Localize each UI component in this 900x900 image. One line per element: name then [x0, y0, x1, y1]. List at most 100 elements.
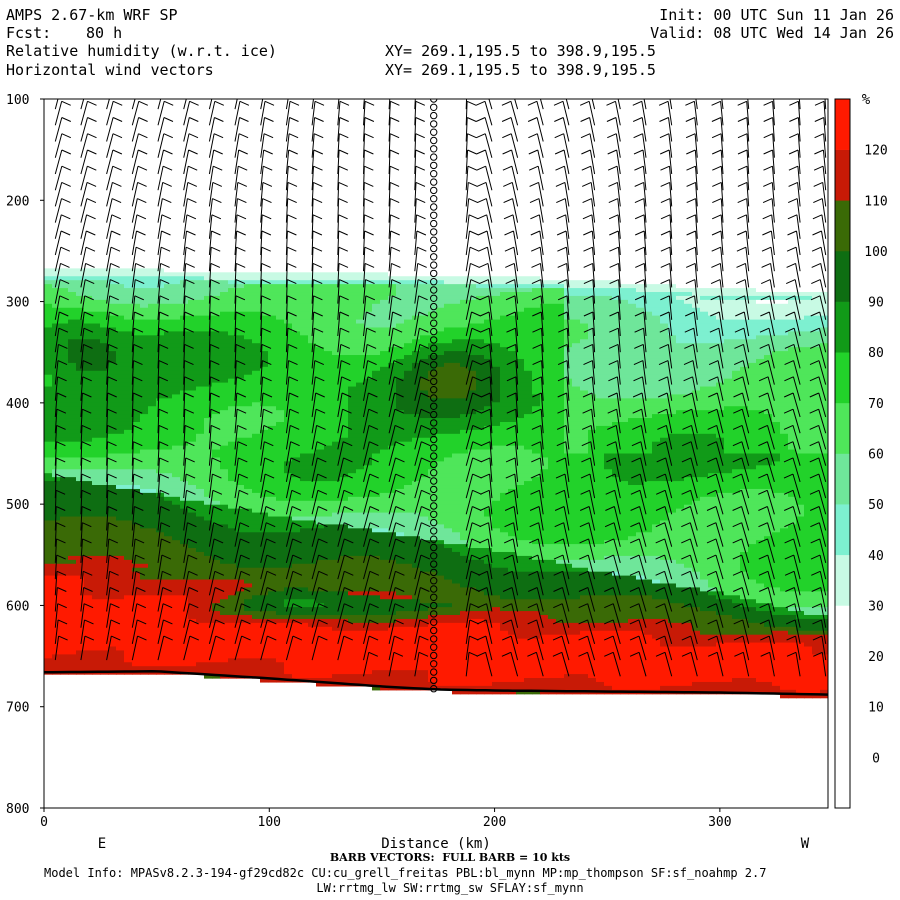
rh-cell: [252, 414, 261, 419]
rh-cell: [204, 421, 213, 427]
rh-cell: [252, 425, 261, 431]
rh-cell: [116, 240, 125, 246]
rh-cell: [100, 508, 109, 514]
rh-cell: [84, 449, 93, 455]
rh-cell: [156, 394, 165, 399]
rh-cell: [100, 406, 109, 411]
rh-cell: [68, 280, 77, 285]
rh-cell: [252, 418, 261, 423]
rh-cell: [148, 638, 157, 644]
rh-cell: [124, 248, 133, 254]
rh-cell: [116, 370, 125, 376]
rh-cell: [244, 99, 253, 104]
rh-cell: [52, 126, 61, 132]
rh-cell: [132, 248, 141, 254]
rh-cell: [244, 228, 253, 234]
rh-cell: [228, 666, 237, 671]
rh-cell: [276, 276, 285, 281]
rh-cell: [124, 473, 133, 478]
rh-cell: [268, 173, 277, 179]
rh-cell: [76, 303, 85, 309]
rh-cell: [148, 244, 157, 250]
rh-cell: [68, 402, 77, 407]
rh-cell: [172, 272, 181, 277]
rh-cell: [284, 366, 293, 372]
rh-cell: [188, 122, 197, 128]
rh-cell: [76, 658, 85, 663]
rh-cell: [148, 221, 157, 226]
rh-cell: [132, 595, 141, 600]
rh-cell: [196, 106, 205, 112]
rh-cell: [92, 299, 101, 305]
rh-cell: [276, 378, 285, 384]
rh-cell: [292, 642, 301, 648]
rh-cell: [148, 370, 157, 376]
rh-cell: [220, 540, 229, 545]
rh-cell: [44, 150, 53, 155]
rh-cell: [172, 327, 181, 332]
rh-cell: [196, 311, 205, 317]
rh-cell: [212, 118, 221, 124]
rh-cell: [228, 449, 237, 455]
rh-cell: [116, 366, 125, 372]
rh-cell: [300, 579, 309, 585]
rh-cell: [284, 441, 293, 447]
rh-cell: [164, 315, 173, 321]
rh-cell: [172, 276, 181, 281]
rh-cell: [196, 642, 205, 648]
rh-cell: [196, 362, 205, 368]
rh-cell: [44, 146, 53, 151]
rh-cell: [228, 496, 237, 502]
rh-cell: [84, 650, 93, 655]
rh-cell: [204, 311, 213, 317]
rh-cell: [44, 398, 53, 403]
rh-cell: [124, 272, 133, 277]
rh-cell: [164, 394, 173, 399]
rh-cell: [108, 421, 117, 427]
rh-cell: [252, 575, 261, 581]
rh-cell: [76, 138, 85, 143]
rh-cell: [260, 335, 269, 340]
rh-cell: [100, 307, 109, 313]
rh-cell: [204, 102, 213, 108]
rh-cell: [308, 504, 317, 510]
rh-cell: [132, 232, 141, 238]
rh-cell: [116, 358, 125, 364]
rh-cell: [284, 374, 293, 380]
rh-cell: [228, 146, 237, 151]
rh-cell: [268, 394, 277, 399]
rh-cell: [276, 555, 285, 561]
rh-cell: [148, 579, 157, 585]
rh-cell: [220, 268, 229, 273]
rh-cell: [300, 185, 309, 191]
rh-cell: [108, 307, 117, 313]
rh-cell: [276, 260, 285, 266]
rh-cell: [100, 666, 109, 671]
rh-cell: [156, 611, 165, 616]
rh-cell: [92, 555, 101, 561]
rh-cell: [284, 288, 293, 293]
rh-cell: [292, 138, 301, 143]
rh-cell: [60, 264, 69, 269]
rh-cell: [140, 465, 149, 470]
rh-cell: [132, 477, 141, 482]
rh-cell: [84, 370, 93, 376]
rh-cell: [68, 327, 77, 332]
rh-cell: [156, 319, 165, 325]
rh-cell: [140, 638, 149, 644]
rh-cell: [220, 240, 229, 246]
rh-cell: [116, 158, 125, 163]
rh-cell: [268, 520, 277, 525]
rh-cell: [204, 169, 213, 175]
rh-cell: [300, 634, 309, 640]
rh-cell: [76, 272, 85, 277]
rh-cell: [44, 232, 53, 238]
rh-cell: [276, 303, 285, 309]
rh-cell: [124, 398, 133, 403]
rh-cell: [44, 634, 53, 640]
rh-cell: [220, 425, 229, 431]
rh-cell: [292, 540, 301, 545]
rh-cell: [148, 217, 157, 222]
rh-cell: [196, 449, 205, 455]
rh-cell: [92, 457, 101, 462]
